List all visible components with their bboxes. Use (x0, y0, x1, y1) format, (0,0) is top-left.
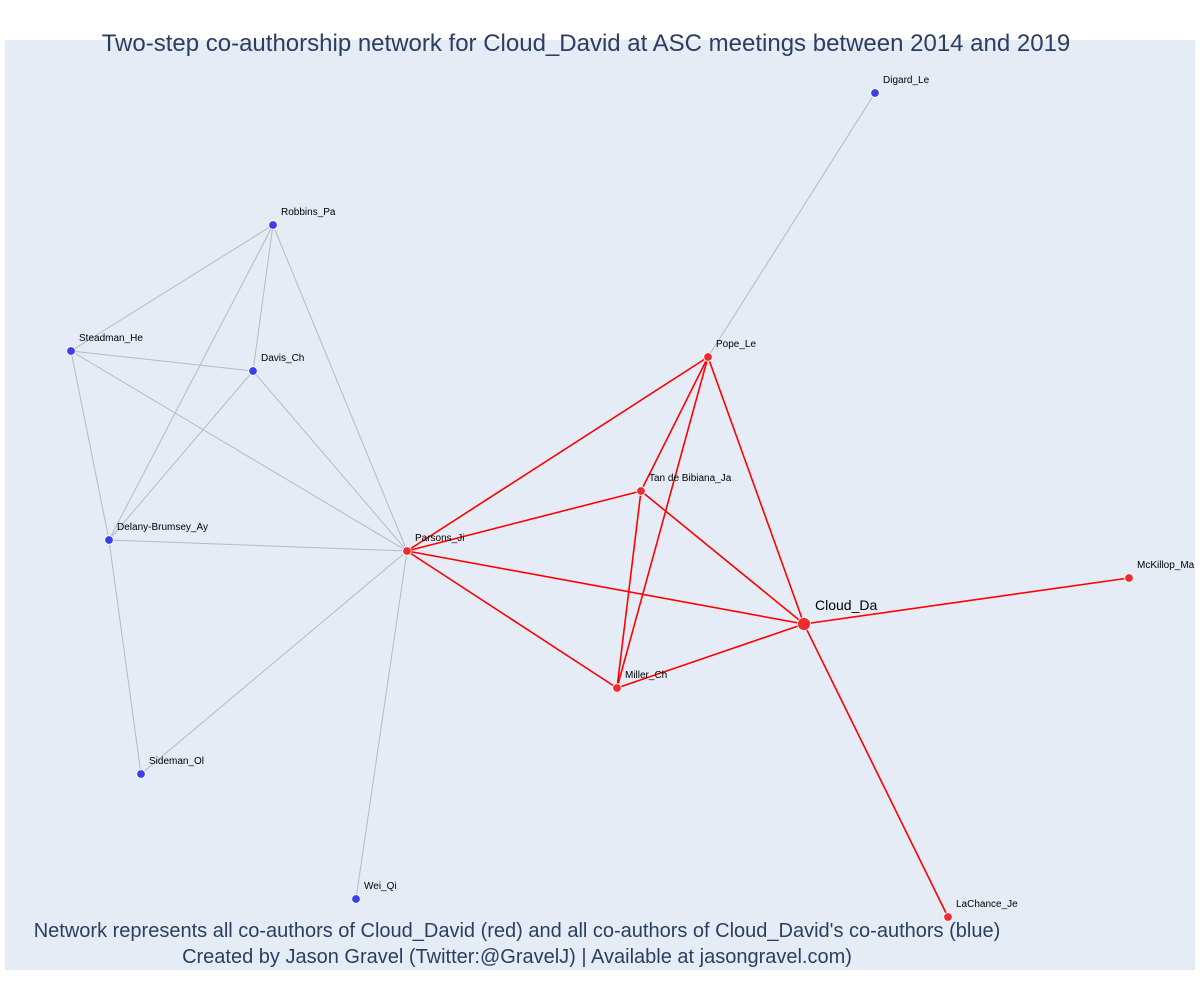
labels-layer: Cloud_Da Parsons_Ji Pope_Le Tan de Bibiana_… (79, 75, 1195, 910)
node-label-cloud-da: Cloud_Da (815, 597, 877, 613)
nodes-layer (66, 88, 1134, 922)
edge-cloud-da-lachance-je (803, 623, 949, 918)
chart-title: Two-step co-authorship network for Cloud… (101, 30, 1071, 57)
node-label-pope-le: Pope_Le (716, 339, 756, 350)
caption-line-1: Network represents all co-authors of Clo… (33, 920, 1001, 942)
node-label-sideman-ol: Sideman_Ol (149, 756, 204, 767)
edge-parsons-ji-delany-brumsey-ay (108, 539, 408, 552)
edge-cloud-da-pope-le (707, 356, 805, 625)
caption: Network represents all co-authors of Clo… (0, 918, 1034, 970)
edge-cloud-da-parsons-ji (406, 550, 805, 625)
edge-davis-ch-delany-brumsey-ay (108, 370, 254, 541)
node-digard-le[interactable] (870, 88, 880, 98)
edge-pope-le-digard-le (707, 92, 876, 358)
edge-parsons-ji-miller-ch (406, 550, 618, 689)
node-mckillop-ma[interactable] (1124, 573, 1134, 583)
plot-area (5, 40, 1195, 970)
edge-parsons-ji-wei-qi (355, 550, 408, 900)
node-label-steadman-he: Steadman_He (79, 333, 143, 344)
edge-tan-de-bibiana-ja-miller-ch (616, 490, 642, 689)
edge-parsons-ji-sideman-ol (140, 550, 408, 775)
node-label-delany-brumsey-ay: Delany-Brumsey_Ay (117, 522, 208, 533)
node-label-miller-ch: Miller_Ch (625, 670, 667, 681)
edge-parsons-ji-tan-de-bibiana-ja (406, 490, 642, 552)
edge-delany-brumsey-ay-sideman-ol (108, 539, 142, 775)
node-label-lachance-je: LaChance_Je (956, 899, 1018, 910)
node-label-tan-de-bibiana-ja: Tan de Bibiana_Ja (649, 473, 732, 484)
node-parsons-ji[interactable] (402, 546, 412, 556)
node-robbins-pa[interactable] (268, 220, 278, 230)
node-davis-ch[interactable] (248, 366, 258, 376)
node-tan-de-bibiana-ja[interactable] (636, 486, 646, 496)
edge-parsons-ji-steadman-he (70, 350, 408, 552)
node-pope-le[interactable] (703, 352, 713, 362)
edge-parsons-ji-pope-le (406, 356, 709, 552)
edge-cloud-da-mckillop-ma (803, 577, 1130, 625)
node-steadman-he[interactable] (66, 346, 76, 356)
edges-layer (70, 92, 1130, 918)
node-label-mckillop-ma: McKillop_Ma (1137, 560, 1195, 571)
edge-parsons-ji-robbins-pa (272, 224, 408, 552)
node-label-parsons-ji: Parsons_Ji (415, 533, 464, 544)
edge-robbins-pa-davis-ch (252, 224, 274, 372)
edge-steadman-he-delany-brumsey-ay (70, 350, 110, 541)
node-wei-qi[interactable] (351, 894, 361, 904)
edge-cloud-da-tan-de-bibiana-ja (640, 490, 805, 625)
node-label-robbins-pa: Robbins_Pa (281, 207, 336, 218)
edge-pope-le-miller-ch (616, 356, 709, 689)
edge-robbins-pa-delany-brumsey-ay (108, 224, 274, 541)
node-cloud-da[interactable] (797, 617, 811, 631)
node-sideman-ol[interactable] (136, 769, 146, 779)
node-label-digard-le: Digard_Le (883, 75, 930, 86)
edge-parsons-ji-davis-ch (252, 370, 408, 552)
node-delany-brumsey-ay[interactable] (104, 535, 114, 545)
node-label-davis-ch: Davis_Ch (261, 353, 304, 364)
edge-robbins-pa-steadman-he (70, 224, 274, 352)
edge-steadman-he-davis-ch (70, 350, 254, 372)
node-lachance-je[interactable] (943, 912, 953, 922)
node-miller-ch[interactable] (612, 683, 622, 693)
edge-cloud-da-miller-ch (616, 623, 805, 689)
caption-line-2: Created by Jason Gravel (Twitter:@Gravel… (182, 946, 852, 968)
edge-pope-le-tan-de-bibiana-ja (640, 356, 709, 492)
node-label-wei-qi: Wei_Qi (364, 881, 397, 892)
